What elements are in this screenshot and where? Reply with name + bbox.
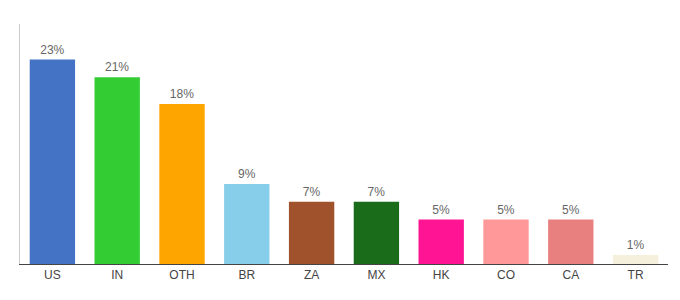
svg-text:9%: 9%: [238, 167, 256, 181]
svg-text:CA: CA: [562, 268, 579, 282]
svg-text:1%: 1%: [627, 238, 645, 252]
svg-text:5%: 5%: [497, 203, 515, 217]
svg-text:18%: 18%: [170, 87, 194, 101]
svg-text:23%: 23%: [40, 43, 64, 57]
svg-text:7%: 7%: [368, 185, 386, 199]
svg-text:BR: BR: [238, 268, 255, 282]
svg-text:US: US: [44, 268, 61, 282]
svg-text:ZA: ZA: [304, 268, 319, 282]
svg-text:CO: CO: [497, 268, 515, 282]
svg-text:TR: TR: [628, 268, 644, 282]
svg-text:HK: HK: [433, 268, 450, 282]
svg-text:21%: 21%: [105, 60, 129, 74]
svg-text:IN: IN: [111, 268, 123, 282]
svg-text:5%: 5%: [562, 203, 580, 217]
svg-text:7%: 7%: [303, 185, 321, 199]
svg-text:OTH: OTH: [169, 268, 194, 282]
svg-text:MX: MX: [367, 268, 385, 282]
svg-text:5%: 5%: [432, 203, 450, 217]
